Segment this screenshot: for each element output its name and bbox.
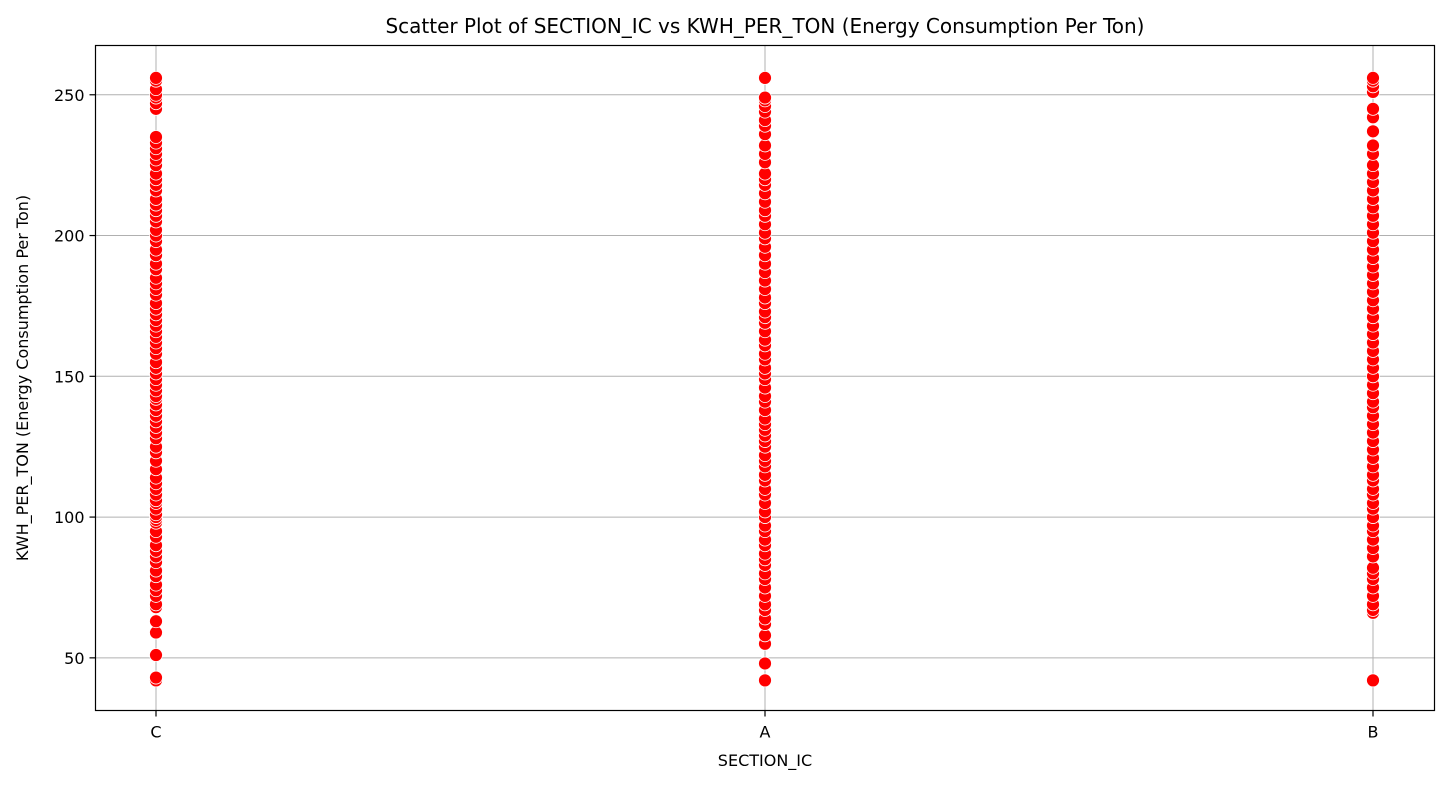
y-tick-label: 250 <box>54 86 85 105</box>
scatter-point <box>758 656 772 671</box>
scatter-point <box>758 90 772 105</box>
data-points <box>149 70 1380 688</box>
scatter-point <box>1366 101 1380 116</box>
scatter-point <box>1366 673 1380 688</box>
scatter-point <box>149 70 163 85</box>
y-tick-label: 100 <box>54 508 85 527</box>
scatter-point <box>149 130 163 144</box>
x-tick-label: A <box>760 723 771 742</box>
chart-title: Scatter Plot of SECTION_IC vs KWH_PER_TO… <box>385 14 1144 38</box>
y-axis-label: KWH_PER_TON (Energy Consumption Per Ton) <box>13 195 33 561</box>
x-tick-label: B <box>1368 723 1379 742</box>
scatter-point <box>758 70 772 85</box>
x-tick-label: C <box>150 723 161 742</box>
y-tick-label: 50 <box>64 649 84 668</box>
scatter-point <box>1366 138 1380 153</box>
scatter-point <box>149 670 163 685</box>
y-tick-label: 200 <box>54 227 85 246</box>
scatter-point <box>149 648 163 662</box>
y-axis-ticks: 50 100 150 200 250 <box>54 86 96 668</box>
scatter-point <box>758 673 772 688</box>
y-tick-label: 150 <box>54 367 85 386</box>
scatter-point <box>1366 124 1380 139</box>
scatter-point <box>1366 70 1380 85</box>
x-axis-label: SECTION_IC <box>718 751 812 771</box>
scatter-point <box>149 614 163 629</box>
